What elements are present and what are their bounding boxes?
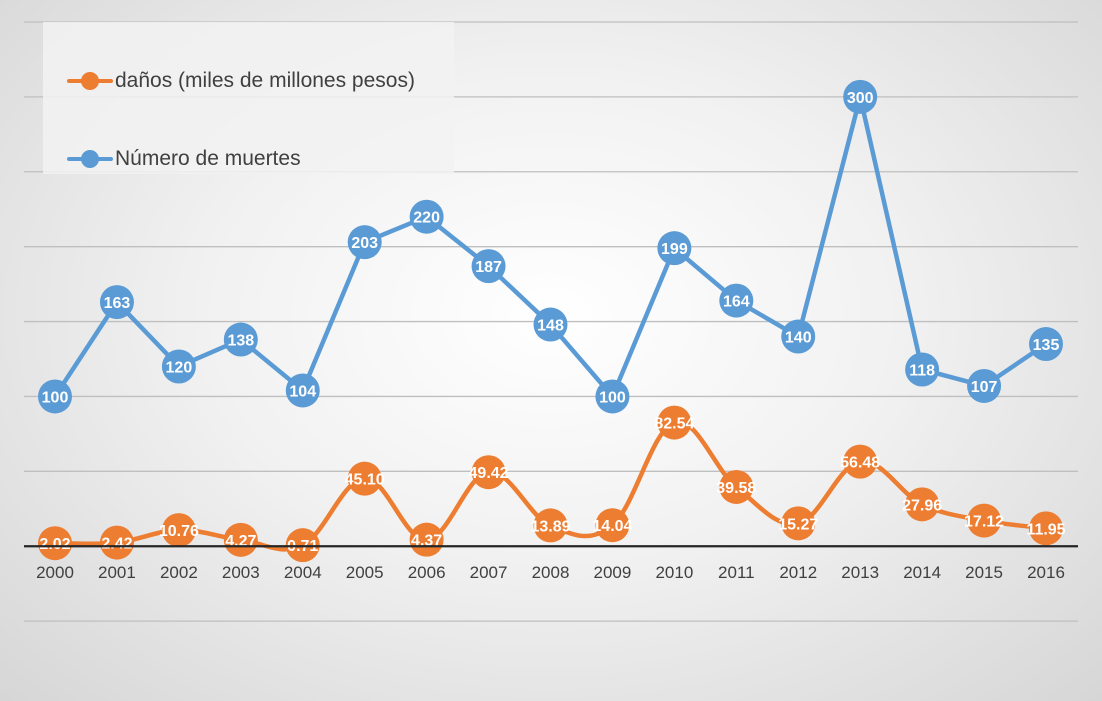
legend-marker-danos [81,72,99,90]
data-point-muertes [471,249,506,284]
legend-item-danos[interactable]: daños (miles de millones pesos) [67,68,415,94]
data-point-muertes [409,199,444,234]
data-point-muertes [223,322,258,357]
x-tick-label: 2014 [903,563,941,582]
data-point-danos [38,526,72,561]
data-label-danos: 56.48 [840,455,880,472]
data-point-muertes [719,283,754,318]
data-point-muertes [905,352,940,387]
x-tick-label: 2005 [346,563,384,582]
data-label-danos: 15.27 [778,516,818,533]
data-label-muertes: 199 [661,241,688,258]
data-point-danos [719,469,754,504]
x-tick-label: 2009 [594,563,632,582]
x-tick-label: 2008 [532,563,570,582]
data-point-danos [967,503,1002,538]
data-point-muertes [967,368,1002,403]
legend-item-muertes[interactable]: Número de muertes [67,146,301,172]
legend-swatch-muertes [67,149,113,169]
data-point-danos [347,461,382,496]
legend-label-muertes: Número de muertes [115,147,301,170]
data-label-muertes: 203 [351,235,378,252]
data-point-muertes [38,379,72,414]
data-label-danos: 45.10 [345,472,385,489]
data-label-danos: 39.58 [716,480,756,497]
data-point-danos [781,506,816,541]
x-tick-label: 2003 [222,563,260,582]
data-label-muertes: 148 [537,318,564,335]
data-label-muertes: 104 [289,383,316,400]
data-point-danos [595,508,630,543]
data-label-danos: 27.96 [902,497,942,514]
x-tick-label: 2006 [408,563,446,582]
x-tick-label: 2012 [779,563,817,582]
data-label-muertes: 140 [785,330,812,347]
data-point-muertes [347,225,382,260]
legend-swatch-danos [67,71,113,91]
series-lines [38,79,1063,563]
data-label-danos: 14.04 [592,518,632,535]
data-label-muertes: 120 [166,359,193,376]
data-label-danos: 2.02 [39,536,70,553]
data-point-muertes [285,373,320,408]
data-point-danos [409,522,444,557]
data-point-muertes [161,349,196,384]
x-tick-label: 2000 [36,563,74,582]
data-label-danos: 13.89 [530,518,570,535]
x-tick-label: 2002 [160,563,198,582]
x-tick-label: 2015 [965,563,1003,582]
data-label-muertes: 100 [599,389,626,406]
data-point-danos [99,525,134,560]
data-label-danos: 17.12 [964,514,1004,531]
data-label-muertes: 187 [475,259,502,276]
data-point-danos [843,444,878,479]
data-label-muertes: 107 [971,379,998,396]
data-point-danos [223,522,258,557]
legend-marker-muertes [81,150,99,168]
data-label-muertes: 100 [42,389,69,406]
data-label-muertes: 135 [1033,337,1060,354]
data-point-muertes [657,231,692,266]
data-point-muertes [781,319,816,354]
data-label-muertes: 164 [723,294,750,311]
legend: daños (miles de millones pesos) Número d… [43,22,454,174]
data-label-danos: 82.54 [654,416,694,433]
data-label-muertes: 138 [227,333,254,350]
x-axis: 2000 2001 2002 2003 2004 2005 2006 2007 2008 2009… [24,545,1078,582]
data-label-danos: 11.95 [1026,521,1065,538]
data-point-danos [657,405,692,440]
data-label-muertes: 300 [847,90,874,107]
data-point-danos [161,513,196,548]
x-tick-label: 2007 [470,563,508,582]
x-tick-label: 2010 [655,563,693,582]
data-point-danos [905,487,940,522]
data-label-muertes: 118 [909,362,935,379]
data-point-muertes [843,79,878,114]
data-point-danos [471,455,506,490]
data-label-muertes: 163 [104,295,131,312]
data-label-danos: 2.42 [101,536,132,553]
data-label-muertes: 220 [413,210,440,227]
data-label-danos: 10.76 [159,523,199,540]
data-point-muertes [595,379,630,414]
x-tick-label: 2016 [1027,563,1065,582]
legend-label-danos: daños (miles de millones pesos) [115,69,415,92]
data-label-danos: 49.42 [469,465,509,482]
data-point-danos [533,508,568,543]
x-tick-label: 2013 [841,563,879,582]
x-tick-label: 2001 [98,563,136,582]
x-tick-label: 2011 [718,563,755,582]
data-point-danos [1029,511,1063,546]
data-point-muertes [1029,327,1063,362]
data-point-muertes [99,285,134,320]
x-tick-label: 2004 [284,563,322,582]
data-point-muertes [533,307,568,342]
